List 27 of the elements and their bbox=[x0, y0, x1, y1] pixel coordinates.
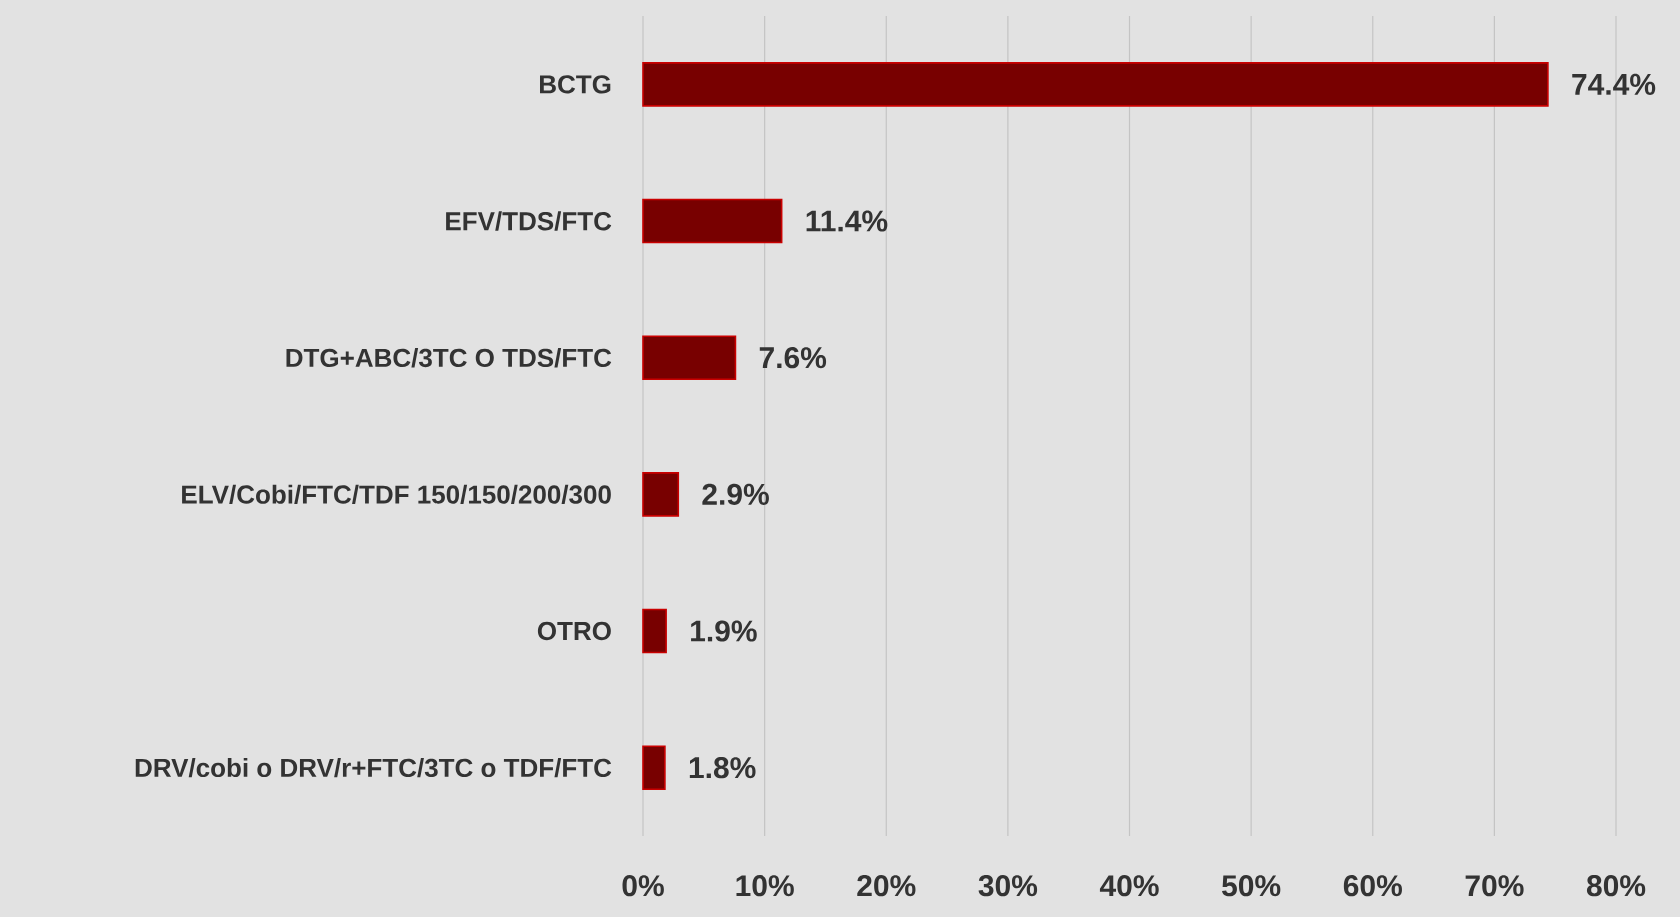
y-tick-label: DTG+ABC/3TC O TDS/FTC bbox=[286, 347, 612, 368]
y-tick-label: DRV/cobi o DRV/r+FTC/3TC o TDF/FTC bbox=[135, 757, 612, 778]
bar bbox=[642, 745, 666, 790]
data-label: 11.4% bbox=[806, 210, 888, 232]
x-tick-label: 70% bbox=[1465, 875, 1524, 897]
x-tick-label: 30% bbox=[978, 875, 1038, 897]
x-tick-label: 10% bbox=[736, 875, 794, 897]
x-tick-label: 80% bbox=[1586, 875, 1646, 897]
data-label: 1.9% bbox=[691, 620, 757, 642]
bar bbox=[642, 198, 783, 244]
data-label: 74.4% bbox=[1572, 73, 1656, 95]
y-tick-label: ELV/Cobi/FTC/TDF 150/150/200/300 bbox=[182, 484, 611, 505]
bar bbox=[642, 62, 1549, 107]
x-tick-label: 40% bbox=[1099, 875, 1159, 897]
x-tick-label: 50% bbox=[1222, 875, 1281, 897]
x-tick-label: 20% bbox=[857, 875, 916, 897]
bar bbox=[642, 608, 667, 654]
x-tick-label: 0% bbox=[622, 875, 664, 897]
data-label: 2.9% bbox=[702, 483, 769, 505]
x-tick-label: 60% bbox=[1343, 875, 1402, 897]
y-tick-label: OTRO bbox=[537, 621, 611, 641]
bar bbox=[642, 472, 680, 517]
data-label: 1.8% bbox=[689, 757, 756, 779]
bar bbox=[642, 335, 737, 380]
y-tick-label: EFV/TDS/FTC bbox=[446, 211, 612, 231]
y-tick-label: BCTG bbox=[540, 75, 611, 94]
data-label: 7.6% bbox=[759, 347, 827, 369]
